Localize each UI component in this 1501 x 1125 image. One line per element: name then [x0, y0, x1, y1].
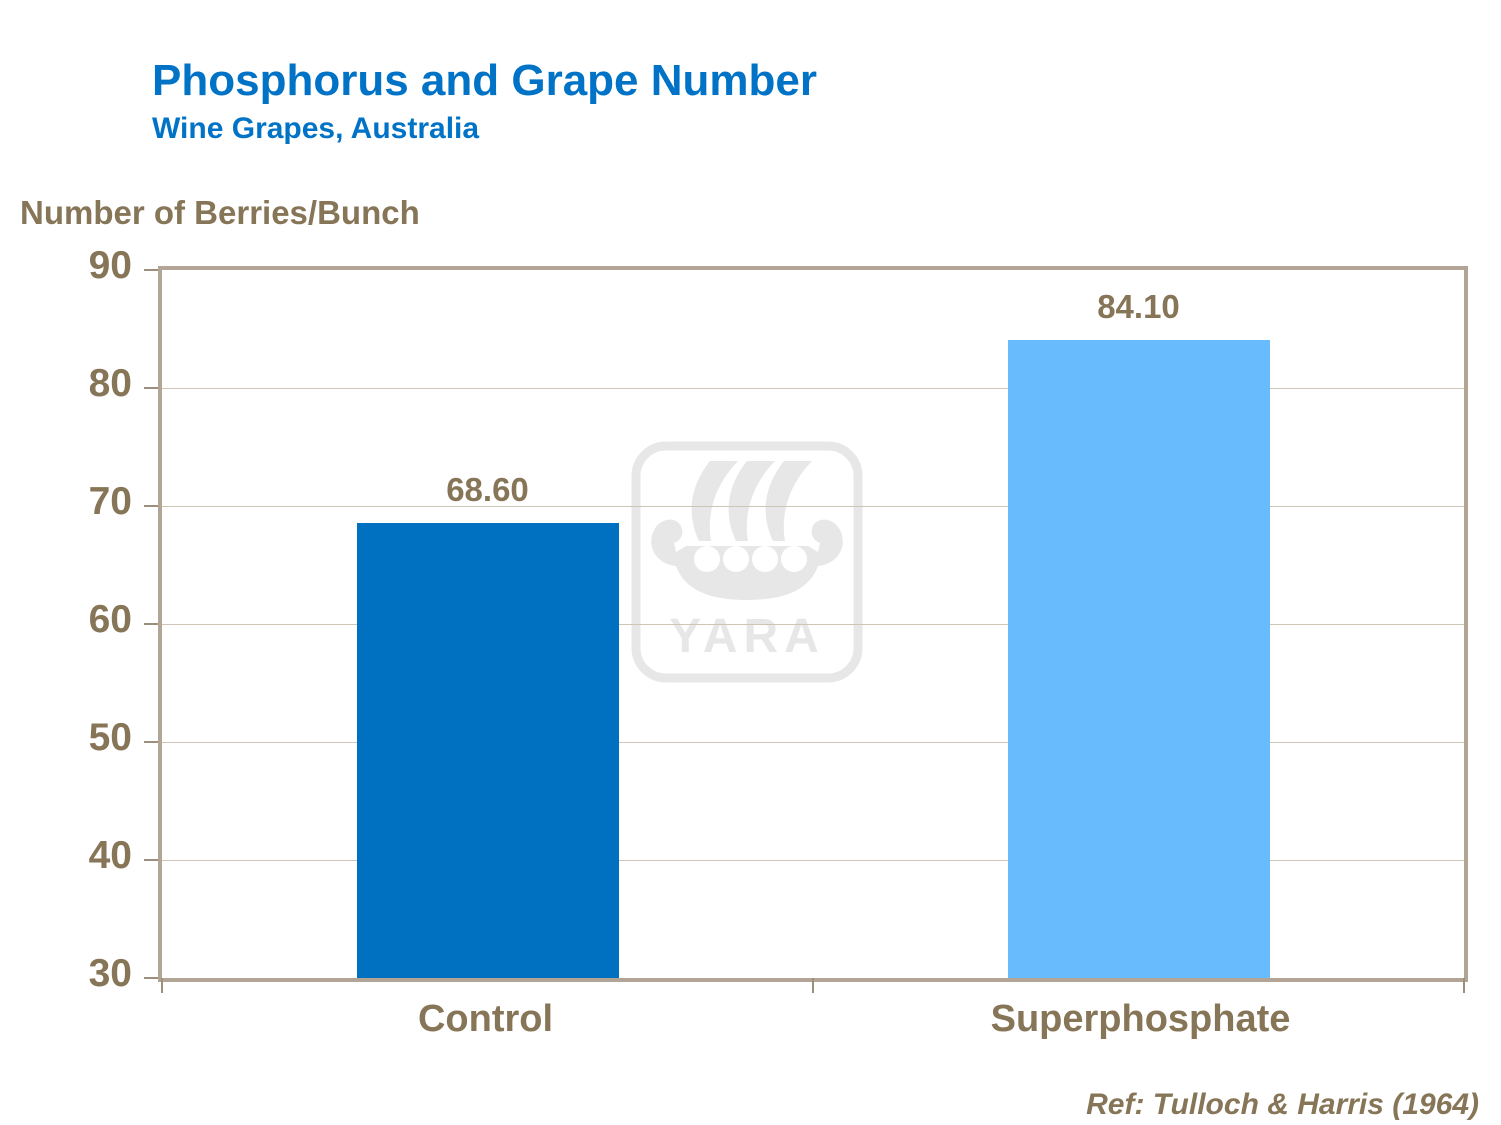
yara-sail-icon [765, 461, 812, 541]
yara-shield-icon [752, 546, 778, 572]
gridline-70 [162, 506, 1464, 507]
yara-wordmark: YARA [669, 610, 825, 663]
yara-logo-frame [631, 441, 863, 683]
y-tick-labels: 30 40 50 60 70 80 90 [0, 245, 132, 995]
gridline-60 [162, 624, 1464, 625]
y-tick-label-60: 60 [88, 598, 132, 641]
y-tick-label-30: 30 [88, 952, 132, 995]
y-tick-mark-90 [144, 269, 158, 271]
y-tick-mark-60 [144, 623, 158, 625]
gridline-80 [162, 388, 1464, 389]
y-tick-mark-40 [144, 859, 158, 861]
y-tick-label-90: 90 [88, 244, 132, 287]
chart-title: Phosphorus and Grape Number [152, 56, 817, 105]
y-tick-mark-30 [144, 977, 158, 979]
yara-sail-icon [691, 461, 738, 541]
yara-logo-icon: YARA [631, 441, 863, 683]
y-tick-label-80: 80 [88, 361, 132, 405]
y-tick-mark-80 [144, 386, 158, 389]
gridline-40 [162, 860, 1464, 861]
yara-logo-shapes: YARA [631, 441, 863, 683]
bar-superphosphate [1007, 339, 1270, 978]
yara-sail-icon [728, 461, 775, 541]
chart-subtitle: Wine Grapes, Australia [152, 112, 480, 145]
category-label-control: Control [417, 998, 554, 1040]
x-tick-mark-1 [812, 978, 814, 993]
bar-value-superphosphate: 84.10 [1097, 287, 1180, 325]
yara-shield-icon [781, 546, 807, 572]
y-tick-label-50: 50 [88, 715, 132, 759]
y-axis-title: Number of Berries/Bunch [20, 194, 420, 231]
yara-shield-icon [694, 546, 720, 572]
plot-area: 68.60 84.10 [144, 266, 1468, 993]
x-tick-mark-0 [161, 978, 163, 993]
y-tick-mark-70 [144, 504, 158, 507]
category-labels: Control Superphosphate [158, 998, 1468, 1041]
y-tick-label-40: 40 [88, 834, 132, 877]
reference-text: Ref: Tulloch & Harris (1964) [1086, 1088, 1479, 1121]
x-tick-mark-2 [1463, 978, 1465, 993]
category-label-superphosphate: Superphosphate [990, 998, 1291, 1040]
y-tick-label-70: 70 [88, 479, 132, 523]
bar-control [356, 522, 619, 978]
gridline-50 [162, 742, 1464, 743]
y-tick-mark-50 [144, 740, 158, 743]
yara-shield-icon [723, 546, 749, 572]
bar-value-control: 68.60 [446, 470, 529, 508]
